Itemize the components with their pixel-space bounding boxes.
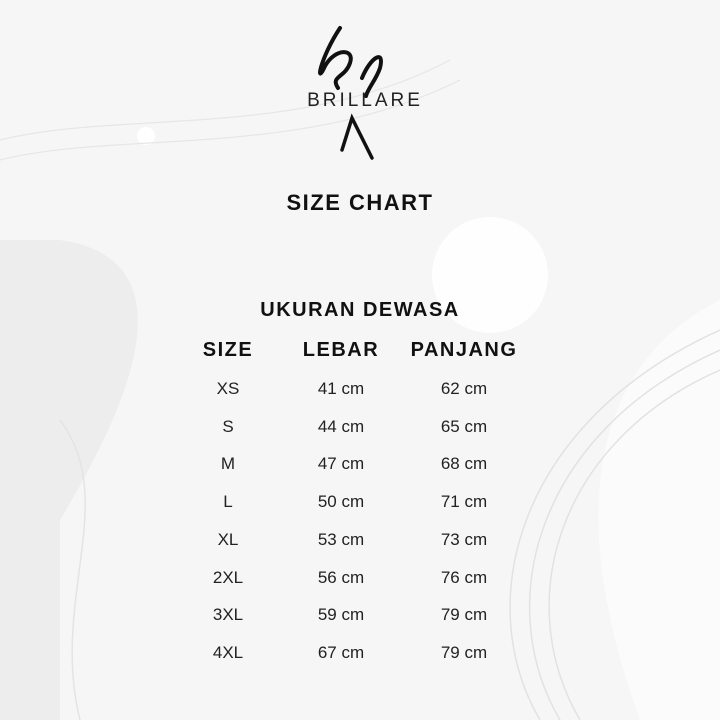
size-cell: L [223,492,233,512]
brand-name: BRILLARE [307,90,423,111]
header-panjang: PANJANG [410,339,518,361]
page-title: SIZE CHART [286,190,434,215]
size-cell: S [222,416,234,436]
panjang-cell: 71 cm [440,492,488,512]
panjang-cell: 79 cm [440,605,488,625]
header-size: SIZE [202,339,254,361]
lebar-cell: 59 cm [317,605,365,625]
lebar-cell: 67 cm [317,642,365,662]
lebar-cell: 44 cm [317,416,365,436]
lebar-cell: 53 cm [317,529,365,549]
panjang-cell: 62 cm [440,379,488,398]
size-cell: 4XL [212,642,244,662]
lebar-cell: 41 cm [317,379,365,398]
panjang-cell: 76 cm [440,567,488,587]
size-cell: XL [217,529,239,549]
size-cell: 3XL [212,605,244,625]
lebar-cell: 50 cm [317,492,365,512]
panjang-cell: 65 cm [440,416,488,436]
lebar-cell: 56 cm [317,567,365,587]
size-cell: XS [216,379,240,398]
panjang-cell: 73 cm [440,529,488,549]
panjang-cell: 68 cm [440,454,488,474]
table-subtitle: UKURAN DEWASA [260,299,460,321]
header-lebar: LEBAR [302,339,380,361]
size-cell: 2XL [212,567,244,587]
panjang-cell: 79 cm [440,642,488,662]
lebar-cell: 47 cm [317,454,365,474]
brand-logo-monogram [318,26,383,160]
size-cell: M [220,454,236,474]
